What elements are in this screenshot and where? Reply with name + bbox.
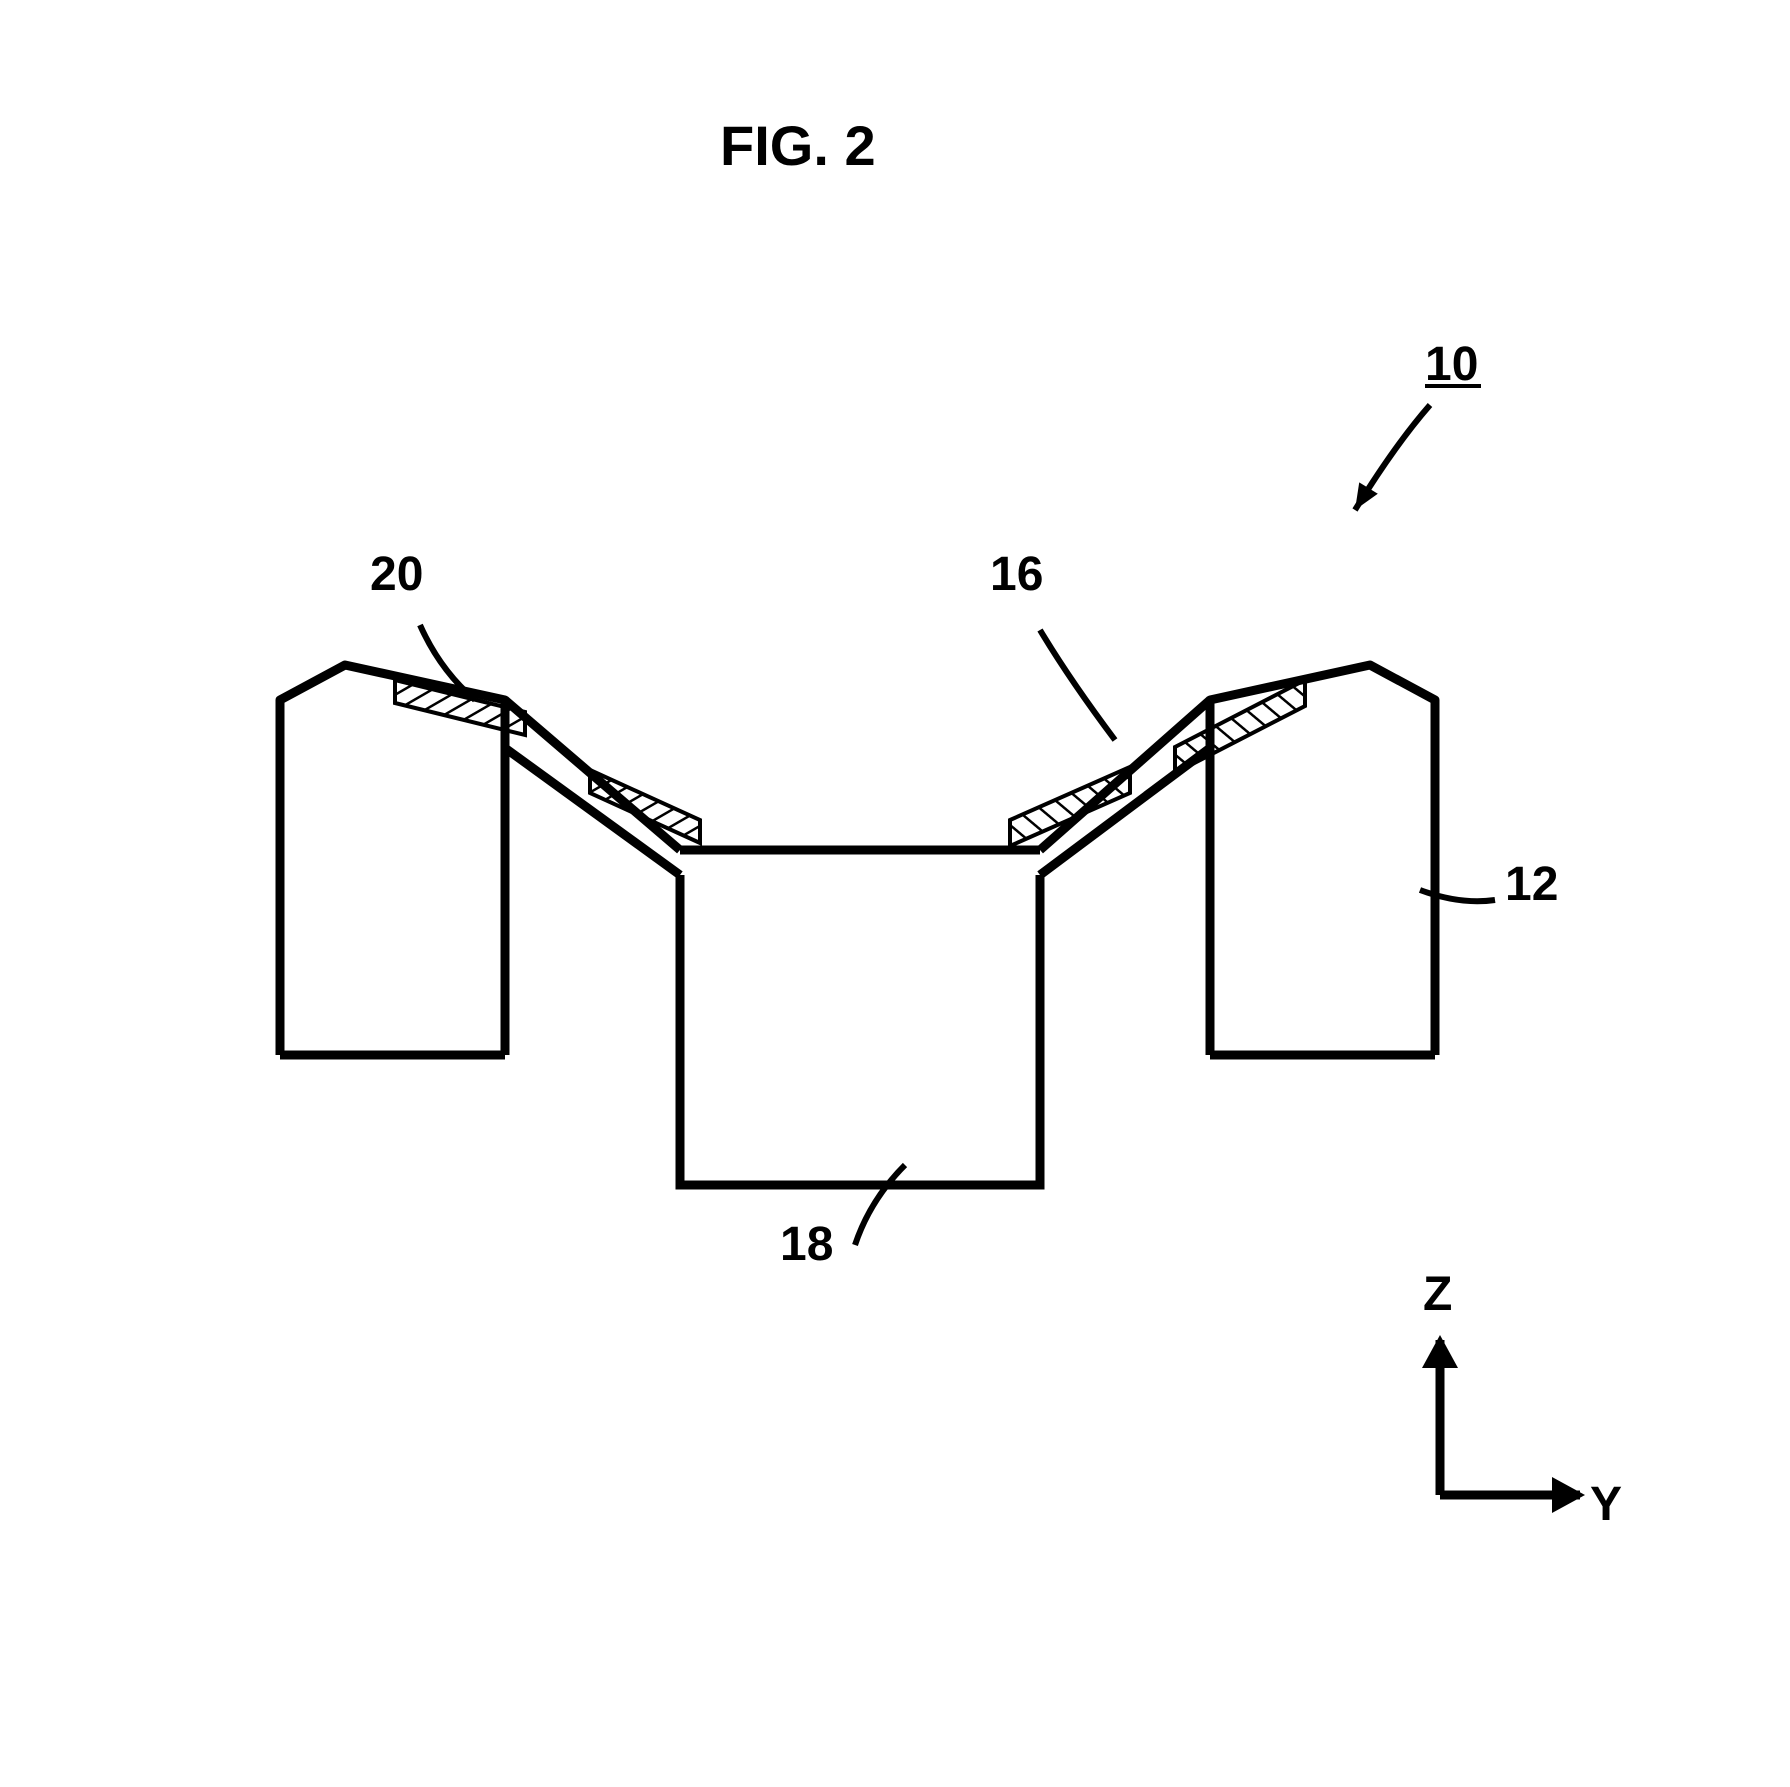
- svg-text:16: 16: [990, 548, 1043, 601]
- svg-text:12: 12: [1505, 858, 1558, 911]
- svg-text:20: 20: [370, 548, 423, 601]
- svg-text:Z: Z: [1423, 1268, 1452, 1321]
- svg-text:18: 18: [780, 1218, 833, 1271]
- svg-text:10: 10: [1425, 338, 1478, 391]
- svg-text:FIG. 2: FIG. 2: [720, 114, 876, 177]
- svg-text:Y: Y: [1590, 1478, 1622, 1531]
- figure-container: FIG. 2 10 20 16 12 18 Z Y: [0, 0, 1790, 1787]
- diagram-svg: FIG. 2 10 20 16 12 18 Z Y: [0, 0, 1790, 1787]
